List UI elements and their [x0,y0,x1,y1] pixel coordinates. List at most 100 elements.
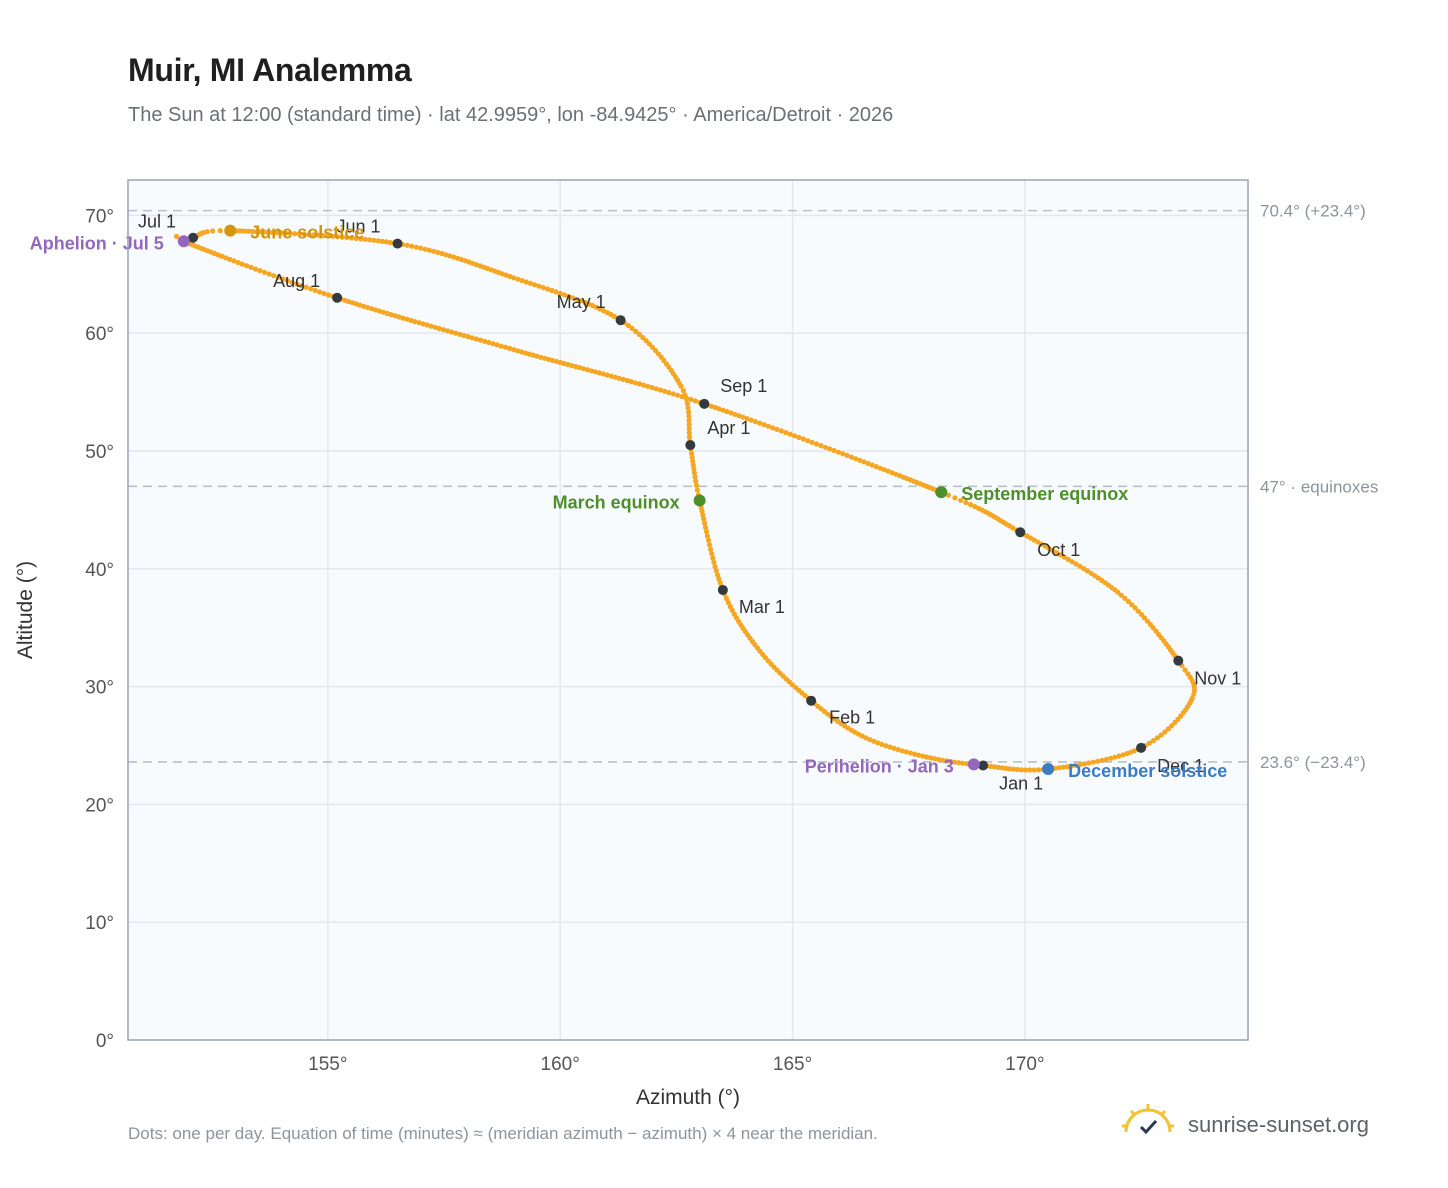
day-dot [871,738,877,744]
x-axis-ticks: 155° 160° 165° 170° [308,1054,1044,1075]
brand-logo[interactable]: sunrise-sunset.org [1120,1102,1369,1147]
day-dot [532,282,538,288]
day-dot [453,330,459,336]
day-dot [557,290,563,296]
day-dot [814,441,820,447]
day-dot [1081,761,1088,767]
page-subtitle: The Sun at 12:00 (standard time) · lat 4… [128,104,894,126]
day-dot [689,450,695,456]
day-dot [723,595,730,602]
day-dot [1120,752,1126,758]
day-dot [418,245,424,251]
x-tick-label: 155° [308,1054,347,1075]
day-dot [899,748,905,754]
day-dot [848,454,855,460]
event-label: Perihelion · Jan 3 [805,756,954,776]
day-dot [1135,608,1141,614]
day-dot [424,322,430,328]
event-label: March equinox [553,492,680,512]
month-marker [1015,527,1026,538]
day-dot [416,320,422,326]
day-dot [628,379,634,385]
day-dot [518,349,525,355]
day-dot [439,250,445,257]
day-dot [1146,740,1152,746]
day-dot [865,460,871,467]
day-dot [831,447,837,454]
day-dot [561,360,567,367]
day-dot [1112,754,1118,760]
day-dot [716,406,722,412]
day-dot [1069,559,1075,565]
day-dot [632,380,639,386]
day-dot [1124,750,1130,757]
day-dot [515,276,521,282]
day-dot [686,434,693,440]
day-dot [944,758,950,764]
day-dot [701,516,707,522]
day-dot [657,387,664,393]
day-dot [1060,764,1066,770]
day-dot [330,233,336,239]
day-dot [584,367,591,373]
day-dot [515,348,521,354]
day-dot [1036,767,1042,773]
day-dot [469,335,475,341]
day-dot [588,368,595,374]
day-dot [675,392,681,398]
day-dot [787,431,793,437]
day-dot [368,306,375,312]
day-dot [711,559,717,566]
day-dot [827,446,833,452]
day-dot [662,388,668,394]
day-dot [646,341,652,347]
day-dot [748,417,754,423]
day-dot [666,390,672,396]
day-dot [223,255,229,261]
day-dot [887,744,893,750]
day-dot [693,478,699,484]
day-dot [700,512,706,518]
month-marker [615,315,626,326]
day-dot [1138,611,1145,618]
month-label: May 1 [557,292,606,312]
day-dot [257,268,263,274]
x-tick-label: 170° [1005,1054,1044,1075]
reference-lines: 70.4° (+23.4°) 47° · equinoxes 23.6° (−23.… [128,202,1378,772]
day-dot [443,252,449,258]
day-dot [1090,759,1096,765]
day-dot [365,304,371,311]
day-dot [652,347,659,354]
day-dot [527,280,534,286]
event-marker [693,494,706,507]
day-dot [538,354,544,360]
day-dot [791,433,798,439]
day-dot [371,237,377,243]
day-dot [881,467,887,473]
day-dot [1172,719,1178,726]
day-dot [600,371,606,377]
day-dot [641,382,647,388]
day-dot [294,281,300,287]
day-dot [1125,598,1131,605]
day-dot [321,290,327,297]
day-dot [958,497,964,503]
day-dot [252,266,259,272]
day-dot [1061,554,1067,560]
brand-name: sunrise-sunset.org [1188,1111,1369,1137]
day-dot [765,423,771,429]
day-dot [686,413,692,419]
month-label: Sep 1 [720,376,767,396]
day-dot [774,426,780,432]
day-dot [349,235,355,241]
day-dot [581,366,587,372]
day-dot [261,229,267,235]
day-dot [544,286,551,292]
day-dot [1057,552,1064,558]
day-dot [400,315,406,321]
day-dot [325,292,332,298]
day-dot [690,458,696,464]
page-title: Muir, MI Analemma [128,52,412,88]
day-dot [1129,602,1135,608]
